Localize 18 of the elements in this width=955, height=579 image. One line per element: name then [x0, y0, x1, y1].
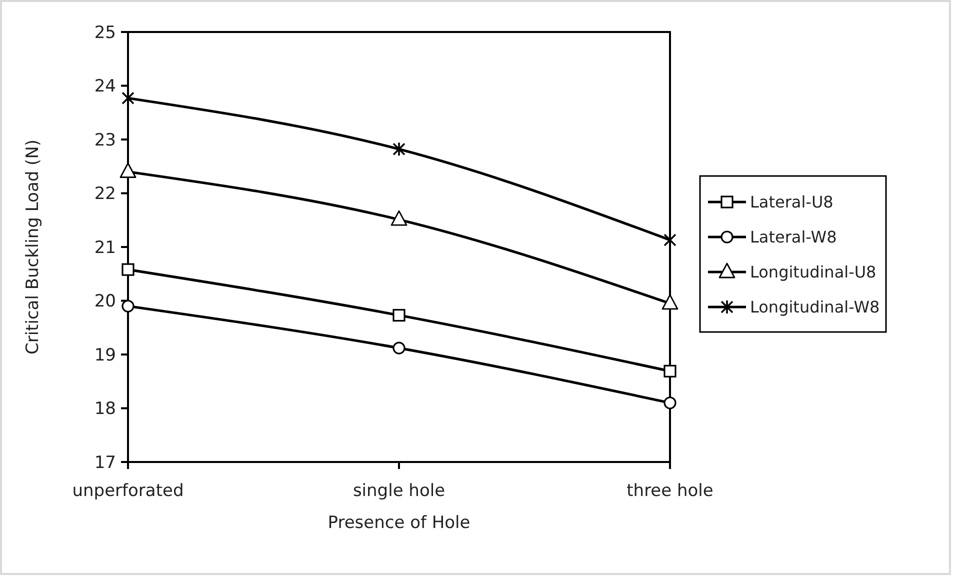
legend-label: Lateral-U8: [750, 192, 834, 212]
legend-label: Longitudinal-W8: [750, 298, 880, 317]
x-tick-label: single hole: [352, 481, 446, 501]
y-tick-label: 25: [94, 22, 116, 43]
y-tick-label: 20: [94, 292, 116, 312]
y-tick-label: 17: [94, 452, 116, 473]
y-tick-label: 23: [94, 130, 116, 150]
y-tick-label: 21: [94, 238, 116, 258]
x-tick-label: three hole: [626, 481, 714, 501]
y-tick-label: 22: [94, 184, 116, 204]
y-tick-label: 24: [94, 76, 116, 97]
legend-label: Lateral-W8: [750, 228, 837, 247]
y-tick-label: 18: [94, 399, 116, 420]
legend-label: Longitudinal-U8: [750, 262, 876, 282]
x-tick-label: unperforated: [72, 481, 184, 501]
y-axis-title: Critical Buckling Load (N): [23, 139, 43, 355]
x-axis-title: Presence of Hole: [328, 513, 470, 533]
y-tick-label: 19: [94, 345, 116, 366]
